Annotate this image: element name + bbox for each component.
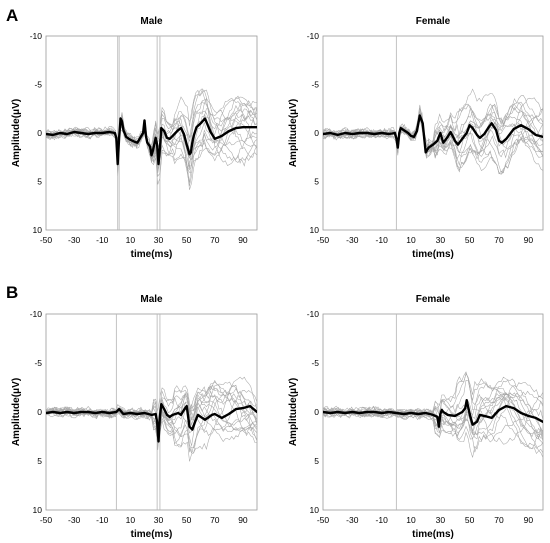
x-tick-label: -10 (96, 235, 109, 245)
x-tick-label: 90 (524, 235, 534, 245)
x-tick-label: 50 (182, 515, 192, 525)
y-tick-label: 0 (37, 407, 42, 417)
y-tick-label: -5 (311, 358, 319, 368)
mean-trace (46, 117, 257, 166)
chart-title: Female (416, 16, 451, 27)
subject-trace (323, 88, 543, 171)
panel-letter-a: A (6, 6, 18, 25)
subject-trace (323, 97, 543, 175)
subject-trace (323, 113, 543, 158)
x-tick-label: -30 (346, 235, 359, 245)
x-axis-label: time(ms) (131, 529, 173, 540)
x-tick-label: 10 (406, 515, 416, 525)
y-axis-label: Amplitude(μV) (288, 99, 299, 167)
y-tick-label: -5 (34, 80, 42, 90)
x-tick-label: -30 (68, 235, 81, 245)
x-tick-label: 30 (436, 515, 446, 525)
x-tick-label: 50 (465, 515, 475, 525)
y-axis-label: Amplitude(μV) (288, 378, 299, 446)
x-tick-label: 90 (238, 235, 248, 245)
plot-traces (323, 314, 543, 510)
x-tick-label: 70 (494, 515, 504, 525)
y-tick-label: -5 (311, 80, 319, 90)
chart-title: Male (140, 16, 163, 27)
x-tick-label: 10 (126, 515, 136, 525)
x-tick-label: 10 (406, 235, 416, 245)
plot-traces (46, 36, 257, 230)
x-tick-label: 70 (494, 235, 504, 245)
y-tick-label: -10 (307, 309, 320, 319)
subject-trace (46, 90, 257, 185)
mean-trace (46, 403, 257, 443)
x-tick-label: -10 (376, 515, 389, 525)
x-tick-label: 30 (154, 515, 164, 525)
y-tick-label: 5 (314, 177, 319, 187)
x-tick-label: 90 (238, 515, 248, 525)
y-tick-label: 5 (314, 456, 319, 466)
plot-traces (323, 36, 543, 230)
x-tick-label: -50 (40, 235, 53, 245)
subject-trace (323, 107, 543, 175)
x-tick-label: 30 (154, 235, 164, 245)
x-tick-label: 90 (524, 515, 534, 525)
x-tick-label: -50 (40, 515, 53, 525)
x-tick-label: -30 (68, 515, 81, 525)
x-axis-label: time(ms) (131, 249, 173, 260)
x-tick-label: 70 (210, 235, 220, 245)
x-axis-label: time(ms) (412, 249, 454, 260)
y-tick-label: 5 (37, 456, 42, 466)
x-tick-label: -30 (346, 515, 359, 525)
y-tick-label: 10 (310, 505, 320, 515)
y-tick-label: 10 (33, 505, 43, 515)
panel-letter-b: B (6, 283, 18, 302)
x-tick-label: 50 (182, 235, 192, 245)
subject-trace (323, 372, 543, 458)
mean-trace (323, 399, 543, 428)
x-tick-label: -50 (317, 235, 330, 245)
x-tick-label: -50 (317, 515, 330, 525)
y-tick-label: -10 (30, 309, 43, 319)
y-tick-label: -10 (307, 31, 320, 41)
y-axis-label: Amplitude(μV) (11, 378, 22, 446)
subject-trace (46, 384, 257, 445)
x-tick-label: -10 (96, 515, 109, 525)
y-tick-label: -10 (30, 31, 43, 41)
y-tick-label: 5 (37, 177, 42, 187)
y-tick-label: 0 (314, 407, 319, 417)
subject-trace (323, 379, 543, 455)
x-tick-label: -10 (376, 235, 389, 245)
plot-traces (46, 314, 257, 510)
subject-trace (46, 376, 257, 454)
y-tick-label: 10 (310, 225, 320, 235)
y-axis-label: Amplitude(μV) (11, 99, 22, 167)
mean-trace (323, 114, 543, 154)
y-tick-label: 0 (314, 128, 319, 138)
y-tick-label: -5 (34, 358, 42, 368)
x-tick-label: 50 (465, 235, 475, 245)
chart-title: Female (416, 294, 451, 305)
x-axis-label: time(ms) (412, 529, 454, 540)
y-tick-label: 0 (37, 128, 42, 138)
x-tick-label: 10 (126, 235, 136, 245)
x-tick-label: 30 (436, 235, 446, 245)
y-tick-label: 10 (33, 225, 43, 235)
x-tick-label: 70 (210, 515, 220, 525)
chart-title: Male (140, 294, 163, 305)
